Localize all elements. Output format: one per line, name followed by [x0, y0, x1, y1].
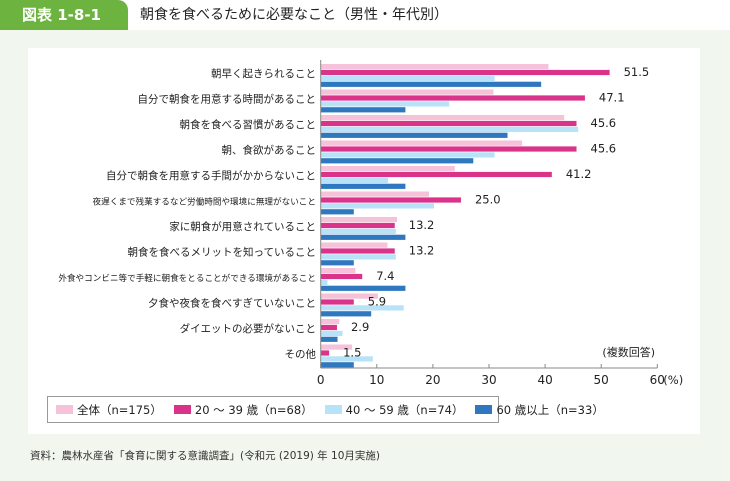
chart-title: 朝食を食べるために必要なこと（男性・年代別）: [140, 7, 448, 23]
legend-label: 60 歳以上（n=33）: [496, 402, 604, 417]
data-label: 45.6: [591, 142, 617, 156]
bar: [320, 350, 330, 356]
bar: [320, 89, 494, 95]
bar: [320, 95, 585, 101]
x-tick-label: 50: [594, 373, 609, 387]
category-label: 家に朝食が用意されていること: [169, 220, 316, 233]
bar: [320, 248, 395, 254]
bar: [320, 299, 354, 305]
bar: [320, 152, 495, 158]
legend-item: 20 ～ 39 歳（n=68）: [173, 402, 313, 418]
bar: [320, 75, 495, 81]
footnote: 資料：農林水産省「食育に関する意識調査」(令和元 (2019) 年 10月実施): [30, 450, 380, 462]
bar: [320, 273, 363, 280]
bar: [320, 120, 577, 127]
data-label: 5.9: [368, 295, 386, 309]
bar: [320, 293, 378, 299]
bar: [320, 279, 328, 285]
x-tick-label: 60: [650, 373, 665, 387]
legend-label: 40 ～ 59 歳（n=74）: [345, 402, 464, 417]
bar: [320, 209, 354, 215]
data-label: 1.5: [343, 346, 361, 360]
category-label: ダイエットの必要がないこと: [180, 322, 316, 335]
bar: [320, 311, 372, 317]
bar: [320, 319, 340, 325]
category-label: 朝、食欲があること: [222, 144, 317, 157]
legend-item: 40 ～ 59 歳（n=74）: [324, 402, 464, 418]
x-tick-label: 20: [425, 373, 440, 387]
bar: [320, 222, 395, 229]
bar: [320, 324, 337, 331]
category-label: 外食やコンビニ等で手軽に朝食をとることができる環境があること: [58, 272, 316, 284]
bar: [320, 217, 397, 223]
legend-label: 全体（n=175）: [77, 402, 162, 417]
figure-number: 図表 1-8-1: [0, 0, 128, 30]
bar: [320, 260, 354, 266]
legend-swatch: [475, 405, 493, 414]
x-tick-label: 10: [369, 373, 384, 387]
bar: [320, 254, 396, 260]
bar: [320, 146, 577, 152]
data-label: 13.2: [409, 244, 435, 258]
x-tick-label: 0: [317, 373, 325, 387]
bar: [320, 362, 354, 368]
legend-item: 60 歳以上（n=33）: [475, 402, 604, 418]
bar: [320, 268, 356, 274]
legend: 全体（n=175） 20 ～ 39 歳（n=68） 40 ～ 59 歳（n=74） 6…: [47, 396, 604, 423]
legend-label: 20 ～ 39 歳（n=68）: [194, 402, 313, 417]
bar: [320, 336, 338, 342]
bar: [320, 115, 565, 121]
data-label: 25.0: [475, 193, 501, 207]
data-label: 47.1: [599, 91, 625, 105]
bar: [320, 305, 404, 311]
bar: [320, 140, 523, 146]
bar: [320, 126, 579, 132]
bar: [320, 107, 406, 113]
bar: [320, 197, 461, 203]
legend-item: 全体（n=175）: [56, 402, 162, 418]
bar: [320, 191, 429, 197]
data-label: 45.6: [591, 116, 617, 130]
category-label: その他: [285, 348, 317, 361]
legend-swatch: [56, 405, 73, 414]
bar: [320, 285, 406, 291]
bar: [320, 234, 406, 240]
bar: [320, 242, 388, 248]
bar: [320, 171, 552, 178]
data-label: 2.9: [351, 320, 369, 334]
category-label: 自分で朝食を用意する手間がかからないこと: [106, 169, 316, 182]
bar: [320, 177, 389, 183]
x-tick-label: 40: [537, 373, 552, 387]
header: 図表 1-8-1 朝食を食べるために必要なこと（男性・年代別）: [0, 0, 730, 30]
bar: [320, 356, 373, 362]
bar: [320, 132, 508, 138]
category-label: 朝食を食べる習慣があること: [180, 118, 317, 131]
bar: [320, 81, 542, 87]
bar: [320, 158, 474, 164]
category-label: 夕食や夜食を食べすぎていないこと: [148, 297, 316, 310]
data-label: 7.4: [376, 269, 394, 283]
bar: [320, 228, 396, 234]
legend-swatch: [173, 405, 191, 414]
data-label: 51.5: [624, 65, 650, 79]
x-tick-label: 30: [481, 373, 496, 387]
category-label: 夜遅くまで残業するなど労働時間や環境に無理がないこと: [93, 196, 316, 208]
bar: [320, 344, 353, 350]
legend-swatch: [324, 405, 342, 414]
category-label: 朝早く起きられること: [211, 68, 316, 80]
bar: [320, 330, 343, 336]
x-unit: (%): [663, 373, 683, 387]
bar: [320, 203, 435, 209]
bar: [320, 183, 406, 189]
category-label: 自分で朝食を用意する時間があること: [138, 93, 317, 106]
data-label: 13.2: [409, 218, 435, 232]
bar: [320, 69, 610, 76]
bar: [320, 64, 549, 70]
data-label: 41.2: [566, 167, 592, 181]
bar: [320, 101, 450, 107]
annotation: (複数回答): [602, 345, 655, 359]
bar: [320, 166, 455, 172]
category-label: 朝食を食べるメリットを知っていること: [128, 246, 316, 259]
